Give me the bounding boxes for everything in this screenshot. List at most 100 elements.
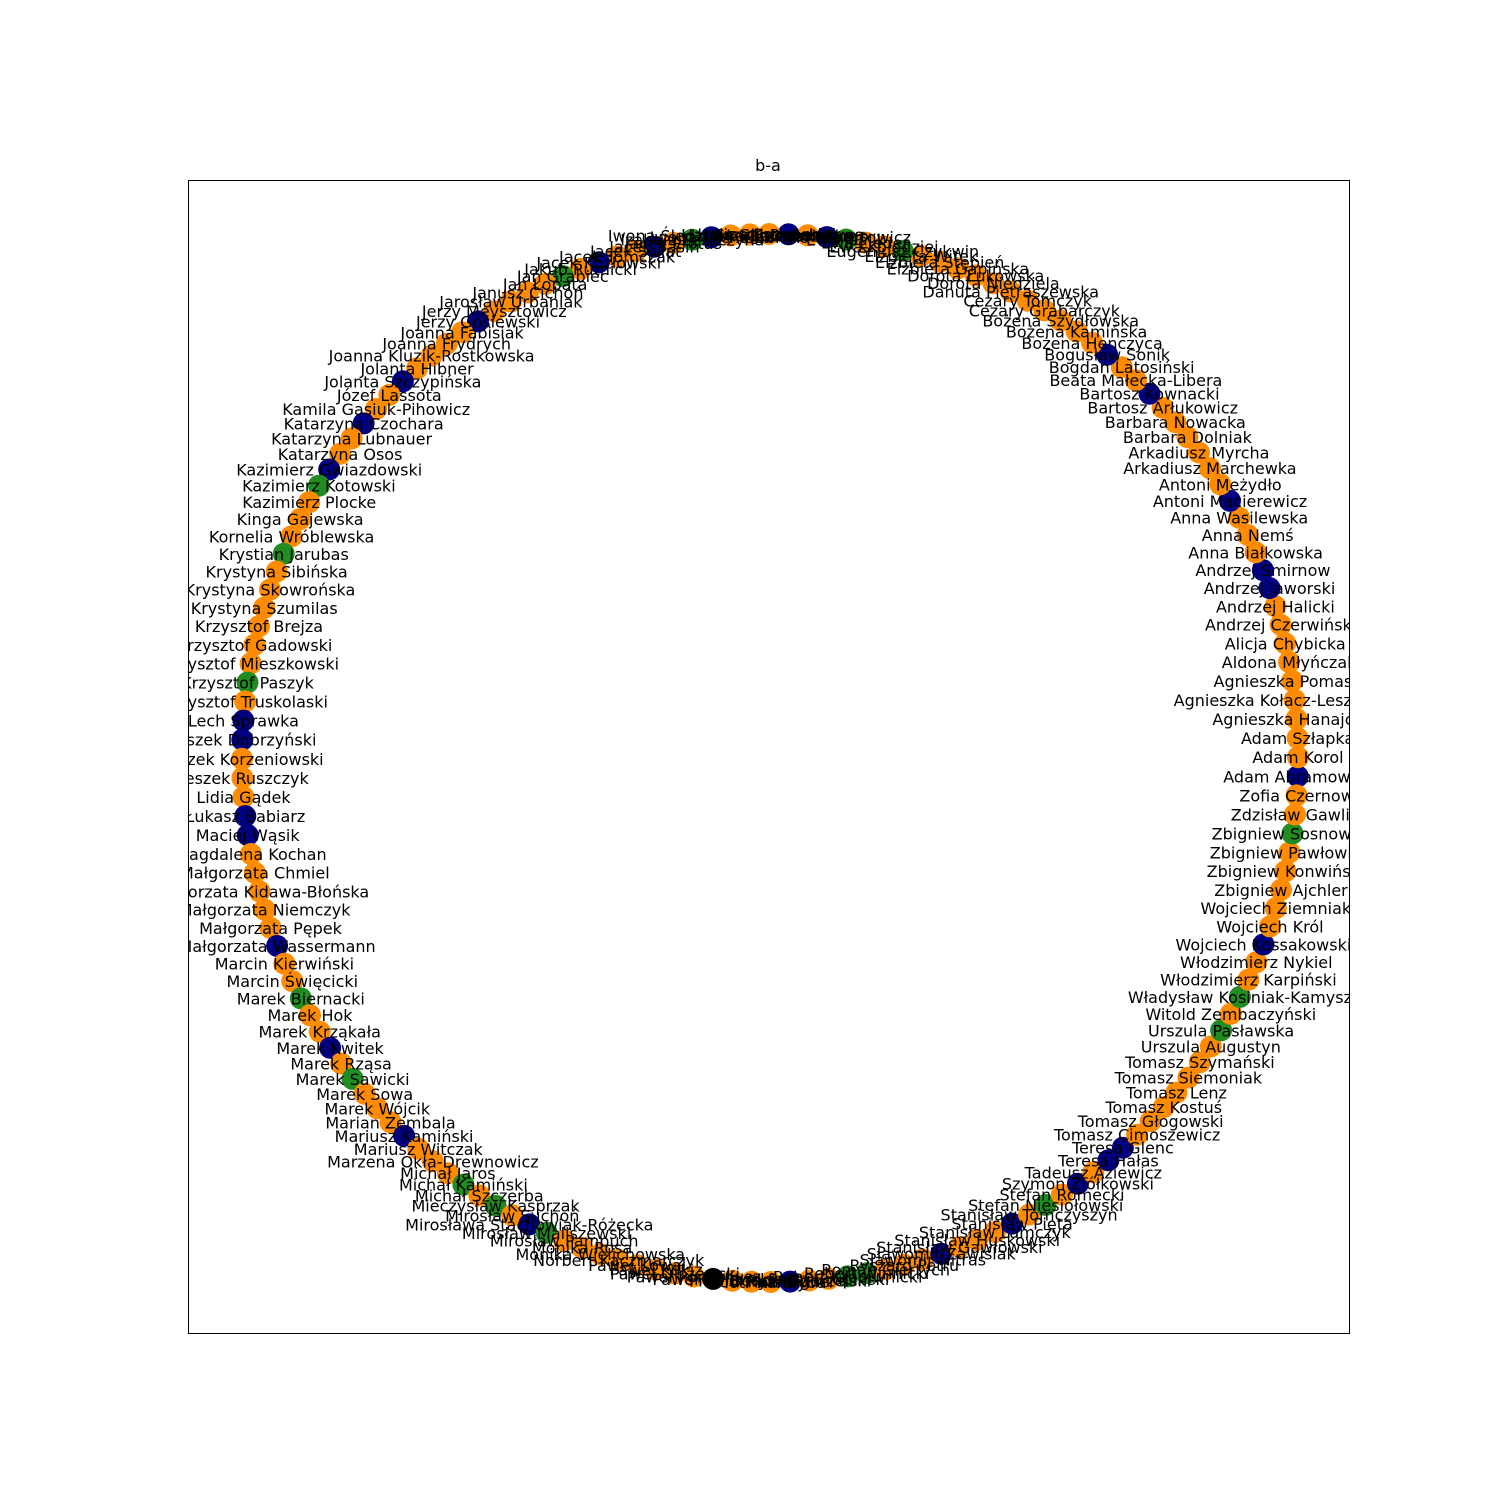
node-label: Jan Łopata	[502, 275, 588, 294]
node-label: Bogdan Latosiński	[1049, 358, 1195, 377]
node-label: Piotr Müller	[745, 1273, 836, 1292]
node-label: Krzysztof Brejza	[195, 617, 323, 636]
graph-node	[406, 357, 429, 380]
graph-node	[281, 970, 304, 993]
node-label: Tomasz Kostuś	[1104, 1098, 1222, 1117]
node-label: Zofia Czernow	[1239, 786, 1350, 805]
node-label: Jacek Tomczak	[558, 247, 676, 266]
graph-node	[1018, 1203, 1041, 1226]
graph-node	[553, 1229, 576, 1252]
graph-node	[420, 344, 443, 367]
node-label: Krzysztof Mieszkowski	[189, 655, 339, 674]
node-label: Józef Lassota	[336, 386, 442, 405]
node-label: Janusz Cichoń	[471, 283, 583, 302]
graph-node	[234, 805, 257, 828]
node-label: Stanisław Gawłowski	[876, 1238, 1042, 1257]
node-label: Małgorzata Wassermann	[189, 937, 376, 956]
graph-node	[1049, 309, 1072, 332]
node-label: Anna Nemś	[1202, 526, 1294, 545]
graph-node	[280, 525, 303, 548]
node-label: Leszek Ruszczyk	[189, 769, 309, 788]
node-label: Marek Biernacki	[237, 989, 365, 1008]
graph-node	[1138, 382, 1161, 405]
graph-node	[232, 786, 255, 808]
node-label: Tomasz Siemoniak	[1114, 1069, 1263, 1088]
graph-node	[1124, 369, 1147, 392]
graph-node	[645, 1258, 667, 1281]
node-label: Agnieszka Hanajczyk	[1212, 710, 1350, 729]
node-label: Monika Wielichowska	[515, 1245, 685, 1264]
graph-node	[1051, 1183, 1073, 1206]
node-label: Maciej Wąsik	[196, 826, 301, 845]
graph-node	[1097, 1149, 1120, 1172]
node-label: Barbara Nowacka	[1105, 413, 1246, 432]
node-label: Danuta Pietraszewska	[922, 283, 1099, 302]
node-label: Lech Sprawka	[189, 712, 299, 731]
node-label: Paweł Poncyljusz	[627, 1268, 761, 1287]
graph-node	[1269, 613, 1292, 636]
graph-node	[571, 1236, 594, 1259]
node-label: Adam Szłapka	[1241, 729, 1350, 748]
node-label: Stefan Niesiołowski	[968, 1196, 1123, 1215]
node-label: Krystyna Sibińska	[206, 563, 348, 582]
graph-node	[569, 257, 592, 280]
node-label: Stefan Romecki	[999, 1186, 1124, 1205]
node-label: Mariusz Kamiński	[335, 1127, 474, 1146]
node-label: Elżbieta Witek	[864, 247, 979, 266]
graph-node	[817, 1267, 840, 1290]
node-label: Krzysztof Paszyk	[189, 674, 315, 693]
node-label: Elżbieta Gapińska	[887, 259, 1030, 278]
node-label: Andrzej Jaworski	[1204, 579, 1336, 598]
graph-node	[1252, 933, 1275, 956]
node-label: Joanna Fabisiak	[399, 323, 524, 342]
graph-node	[391, 370, 414, 393]
node-label: Sławomir Nitras	[860, 1251, 986, 1270]
node-label: Mieczysław Kasprzak	[412, 1197, 581, 1216]
graph-node	[231, 728, 254, 751]
node-label: Bożena Henczyca	[1021, 334, 1162, 353]
graph-node	[1228, 506, 1251, 529]
node-label: Antoni Meżydło	[1159, 475, 1282, 494]
node-label: Rafał Grupiński	[768, 1270, 890, 1289]
graph-node	[239, 843, 262, 865]
graph-node	[966, 1228, 989, 1251]
node-label: Hanna Gill-Piątek	[681, 225, 819, 244]
graph-node	[1082, 1161, 1105, 1184]
node-label: Magdalena Kochan	[189, 845, 327, 864]
graph-node	[535, 1221, 558, 1244]
node-label: Władysław Kosiniak-Kamysz	[1128, 988, 1350, 1007]
graph-node	[393, 1124, 416, 1147]
graph-node	[1264, 897, 1287, 920]
graph-node	[353, 1082, 376, 1105]
graph-node	[1283, 688, 1306, 711]
node-label: Wojciech Kossakowski	[1175, 935, 1350, 954]
graph-node	[468, 1184, 491, 1207]
graph-node	[467, 310, 489, 333]
graph-node	[1165, 1081, 1188, 1104]
node-label: Agnieszka Pomaska	[1214, 672, 1350, 691]
node-label: Tomasz Szymański	[1124, 1053, 1275, 1072]
graph-node	[1033, 299, 1056, 322]
graph-node	[1264, 595, 1287, 618]
graph-node	[534, 272, 557, 295]
graph-node	[243, 861, 266, 884]
node-label: Paweł Zalewski	[652, 1270, 773, 1289]
graph-node	[231, 747, 253, 770]
graph-node	[289, 508, 312, 531]
graph-node	[1066, 1172, 1089, 1195]
graph-node	[307, 474, 330, 497]
node-label: Iwona Śledzińska-Katarasińska	[608, 227, 854, 246]
graph-node	[964, 264, 987, 287]
node-label: Michał Szczerba	[415, 1187, 544, 1206]
graph-node	[1110, 356, 1133, 379]
graph-node	[232, 709, 255, 732]
graph-node	[682, 1265, 705, 1288]
graph-node	[700, 226, 723, 249]
graph-node	[483, 300, 506, 323]
node-label: Teresa Hałas	[1057, 1151, 1159, 1170]
node-label: Izabela Leszczyna	[620, 231, 764, 250]
node-label: Jacek Świat	[589, 242, 681, 261]
graph-node	[589, 1243, 612, 1266]
graph-node	[1210, 1019, 1233, 1042]
graph-node	[330, 1052, 353, 1075]
